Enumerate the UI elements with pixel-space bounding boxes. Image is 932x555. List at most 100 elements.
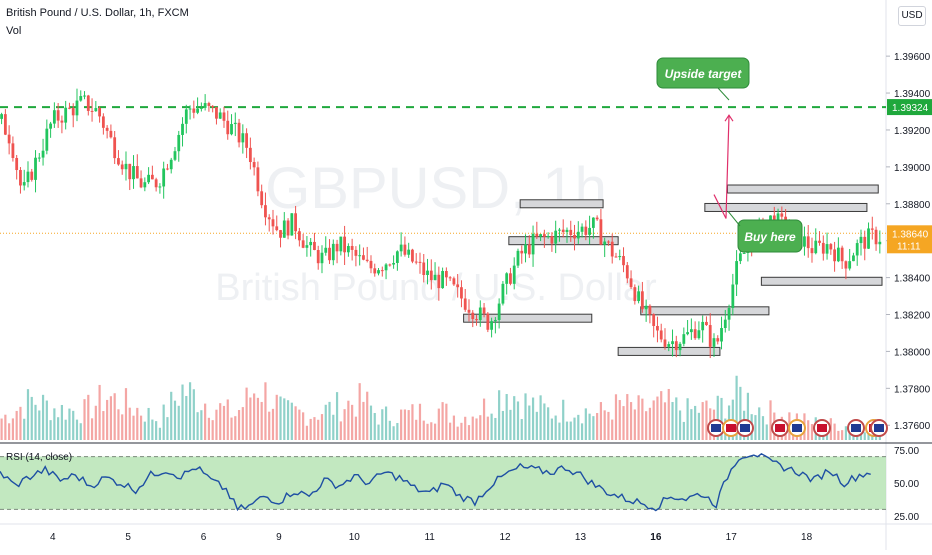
candle-body: [339, 236, 343, 252]
candle-body: [139, 178, 143, 188]
current-price-tag[interactable]: [887, 225, 932, 254]
candle-body: [403, 244, 407, 255]
volume-bar: [166, 417, 169, 440]
annotations[interactable]: Upside target Buy here: [656, 57, 803, 253]
candle-body: [505, 273, 509, 284]
volume-bar: [603, 410, 606, 440]
candle-body: [674, 341, 678, 351]
volume-bar: [109, 396, 113, 440]
volume-bar: [185, 395, 188, 440]
volume-bar: [648, 407, 652, 440]
candle-body: [113, 137, 117, 159]
volume-bar: [373, 412, 376, 440]
volume-bar: [490, 413, 493, 440]
target-price-tag[interactable]: [887, 99, 932, 116]
candle-body: [558, 229, 561, 231]
candle-body: [727, 307, 731, 320]
price-candles: [0, 88, 882, 359]
candle-body: [554, 230, 558, 244]
volume-bar: [57, 417, 60, 440]
price-tick-label: 1.37800: [894, 384, 931, 395]
candle-body: [282, 220, 286, 238]
volume-bar: [558, 422, 561, 440]
volume-bar: [45, 400, 48, 440]
level-box[interactable]: [519, 199, 604, 209]
volume-bar: [720, 397, 723, 440]
volume-bar: [569, 421, 572, 440]
level-box[interactable]: [463, 313, 593, 323]
candle-body: [836, 247, 840, 262]
volume-bar: [867, 431, 870, 440]
candle-body: [542, 234, 546, 237]
candle-body: [867, 228, 870, 249]
candle-body: [527, 244, 531, 255]
upside-target-callout[interactable]: [656, 57, 750, 89]
level-box[interactable]: [726, 184, 879, 194]
candle-body: [3, 114, 7, 135]
candle-body: [829, 244, 833, 250]
volume-bar: [151, 419, 154, 440]
volume-bar: [471, 416, 474, 440]
volume-bar: [128, 407, 131, 440]
volume-bar: [75, 419, 79, 440]
candle-body: [708, 325, 712, 347]
volume-bar: [437, 408, 440, 440]
candle-body: [573, 234, 576, 239]
candle-body: [264, 205, 267, 218]
candle-body: [335, 243, 339, 252]
volume-bar: [377, 424, 380, 440]
candle-body: [37, 157, 41, 159]
candle-body: [640, 291, 644, 310]
candle-body: [192, 108, 196, 113]
candle-body: [135, 166, 139, 179]
level-box[interactable]: [640, 306, 770, 316]
candle-body: [644, 305, 648, 310]
candle-body: [689, 329, 693, 333]
volume-bar: [573, 417, 576, 440]
volume-bar: [200, 410, 203, 440]
volume-bar: [761, 416, 765, 440]
candle-body: [196, 108, 199, 113]
volume-bar: [72, 410, 75, 440]
volume-bar: [68, 408, 71, 440]
volume-bar: [83, 399, 86, 440]
volume-bar: [550, 418, 554, 440]
volume-bar: [392, 426, 395, 440]
buy-here-callout[interactable]: [737, 219, 803, 253]
candle-body: [301, 240, 305, 248]
candle-body: [531, 233, 535, 255]
volume-bar: [509, 409, 512, 440]
candle-body: [456, 284, 460, 288]
candle-body: [267, 217, 271, 220]
volume-bar: [746, 392, 750, 440]
currency-button[interactable]: USD: [898, 6, 926, 26]
volume-bar: [53, 408, 56, 440]
volume-bar: [158, 427, 162, 440]
volume-bar: [170, 391, 173, 440]
candle-body: [444, 271, 448, 278]
volume-bar: [275, 394, 278, 440]
level-box[interactable]: [760, 276, 883, 286]
support-resistance-levels[interactable]: [463, 184, 883, 356]
event-icons[interactable]: [707, 419, 888, 437]
candle-body: [373, 268, 377, 274]
candle-body: [671, 341, 674, 345]
candle-body: [316, 250, 320, 264]
price-axis[interactable]: 1.37600 1.37800 1.38000 1.38200 1.38400 1.386…: [886, 52, 932, 432]
volume-bar: [207, 417, 211, 440]
volume-bar: [426, 423, 429, 440]
volume-bar: [467, 425, 471, 440]
candle-body: [622, 256, 625, 266]
time-axis[interactable]: 4 5 6 9 10 11 12 13 16 17 18: [50, 532, 813, 543]
volume-bar: [324, 404, 327, 440]
volume-bar: [539, 395, 542, 440]
rsi-pane[interactable]: 25.00 50.00 75.00: [0, 446, 919, 523]
volume-bar: [449, 422, 452, 440]
flag-icon: [726, 424, 736, 432]
candle-body: [34, 157, 37, 180]
volume-bar: [354, 416, 358, 440]
candle-body: [452, 278, 456, 285]
candle-body: [580, 226, 584, 232]
